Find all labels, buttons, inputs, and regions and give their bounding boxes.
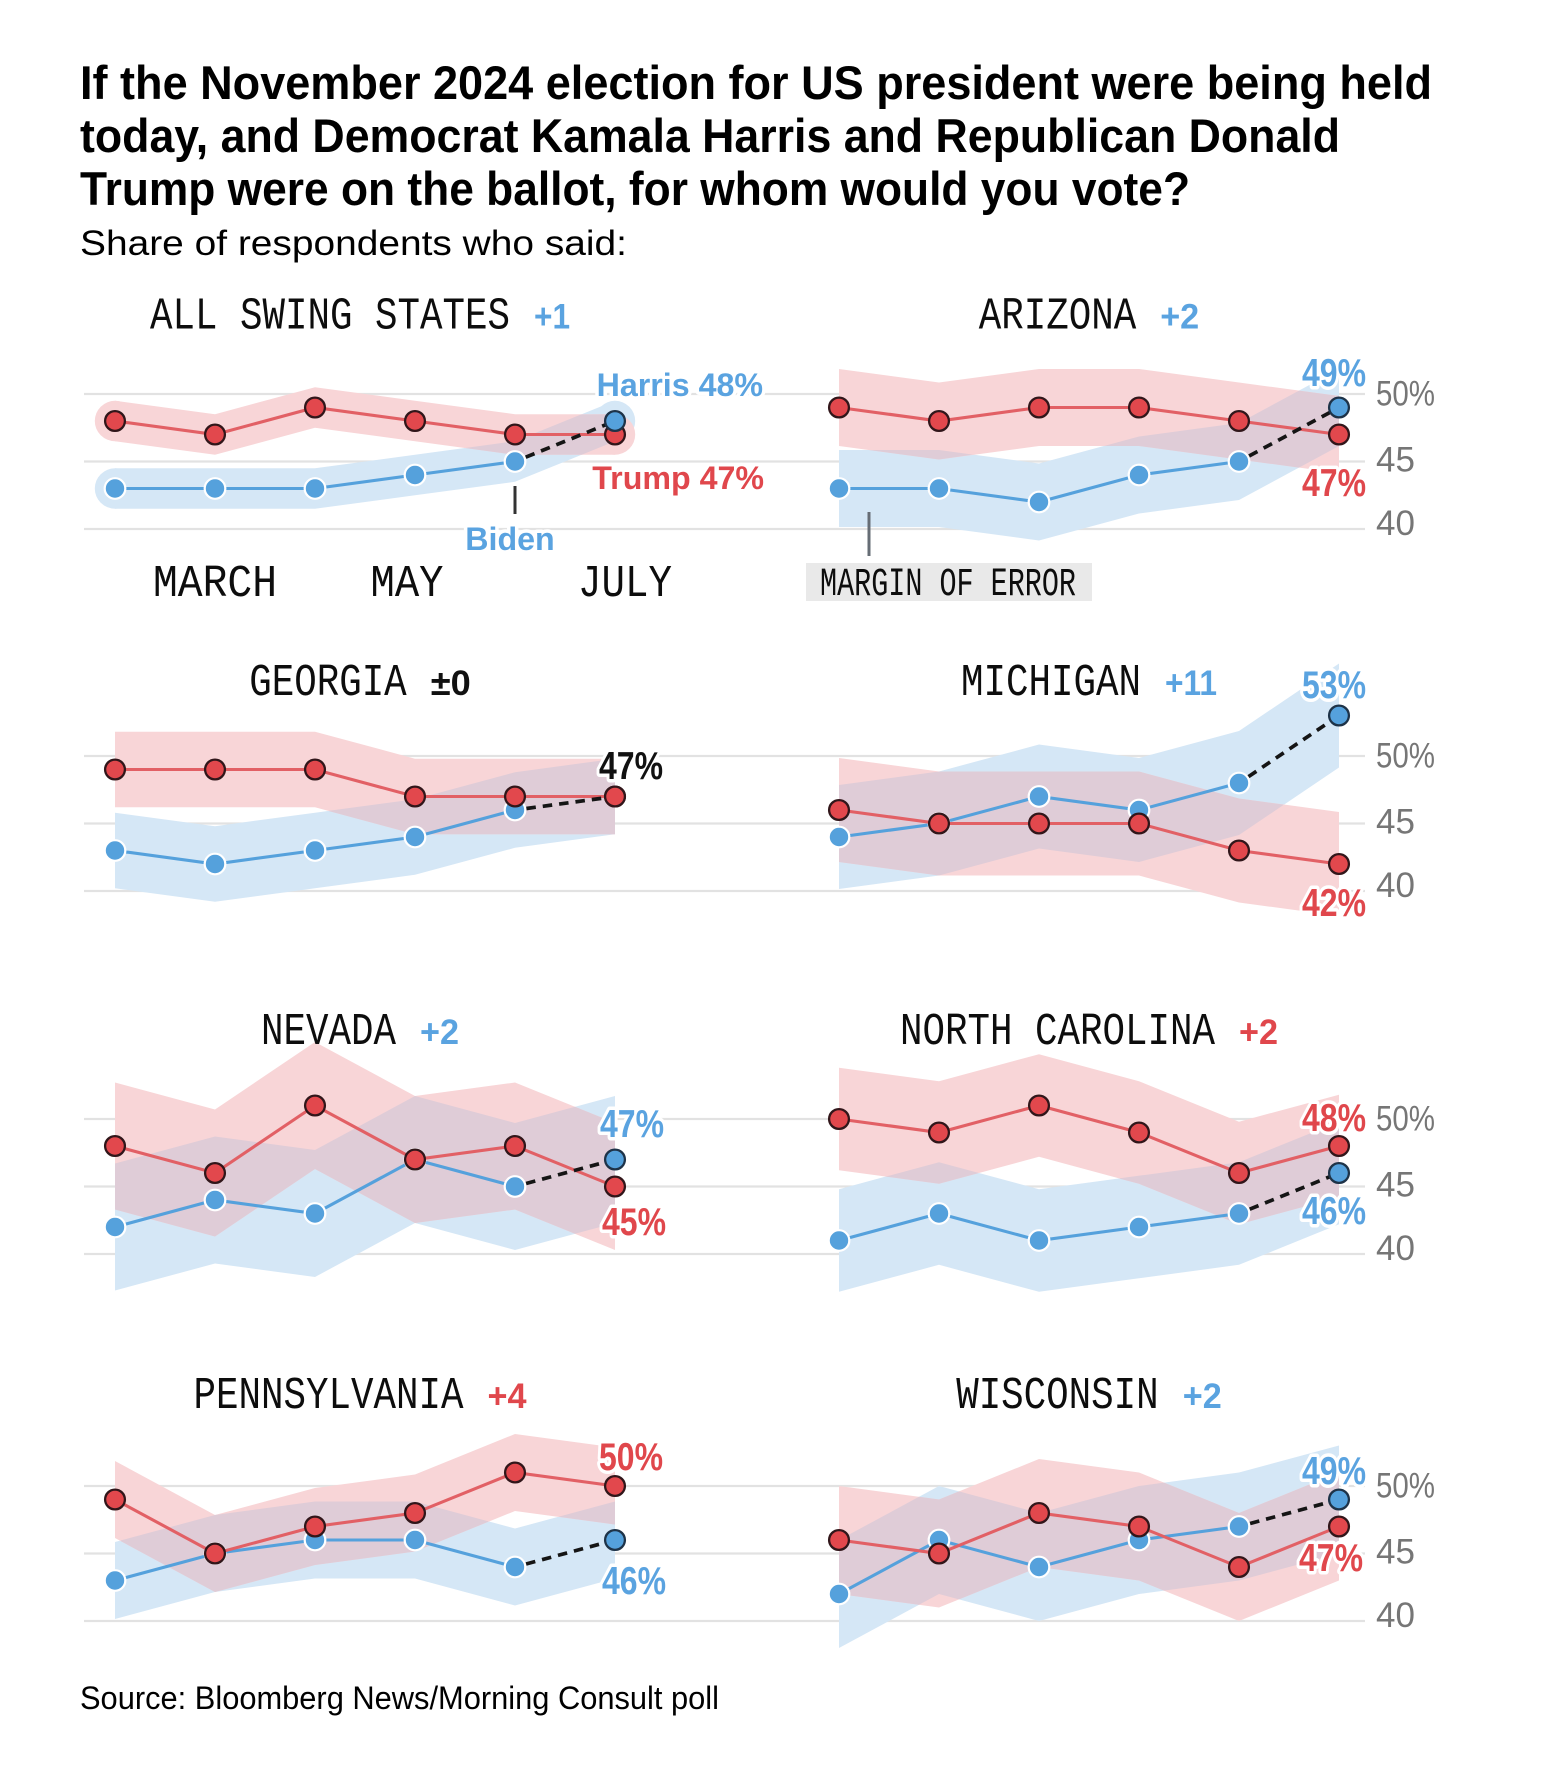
svg-text:47%: 47% (600, 1103, 664, 1146)
svg-text:NEVADA: NEVADA (261, 1006, 397, 1058)
svg-text:MARCH: MARCH (153, 558, 277, 610)
svg-text:50%: 50% (1376, 1467, 1435, 1506)
svg-text:+1: +1 (534, 298, 570, 337)
svg-text:ARIZONA: ARIZONA (979, 291, 1137, 343)
svg-text:40: 40 (1376, 504, 1415, 543)
svg-text:+2: +2 (1183, 1377, 1222, 1416)
svg-text:ALL SWING STATES: ALL SWING STATES (150, 291, 510, 343)
svg-text:Share of respondents who said:: Share of respondents who said: (80, 224, 627, 263)
svg-text:+11: +11 (1165, 664, 1217, 703)
svg-text:49%: 49% (1302, 352, 1366, 395)
svg-text:42%: 42% (1302, 882, 1366, 925)
svg-text:MARGIN OF ERROR: MARGIN OF ERROR (820, 563, 1076, 608)
svg-text:NORTH CAROLINA: NORTH CAROLINA (900, 1006, 1216, 1058)
svg-text:PENNSYLVANIA: PENNSYLVANIA (194, 1370, 465, 1422)
svg-text:Trump were on the ballot, for: Trump were on the ballot, for whom would… (80, 162, 1190, 215)
svg-text:49%: 49% (1302, 1450, 1366, 1493)
svg-text:45%: 45% (602, 1201, 666, 1244)
svg-text:MICHIGAN: MICHIGAN (961, 657, 1141, 709)
svg-text:53%: 53% (1302, 664, 1366, 707)
svg-text:If the November 2024 election: If the November 2024 election for US pre… (80, 56, 1432, 109)
svg-text:±0: ±0 (431, 664, 471, 703)
svg-text:45: 45 (1376, 1166, 1415, 1205)
svg-text:47%: 47% (1299, 1537, 1363, 1580)
svg-text:46%: 46% (1302, 1190, 1366, 1233)
svg-text:40: 40 (1376, 866, 1415, 905)
svg-text:+2: +2 (420, 1013, 459, 1052)
svg-text:JULY: JULY (578, 558, 672, 610)
svg-text:GEORGIA: GEORGIA (249, 657, 407, 709)
svg-text:+2: +2 (1239, 1013, 1278, 1052)
svg-text:50%: 50% (1376, 1100, 1435, 1139)
svg-text:45: 45 (1376, 1533, 1415, 1572)
svg-text:47%: 47% (599, 745, 663, 788)
svg-text:40: 40 (1376, 1596, 1415, 1635)
svg-text:today, and Democrat Kamala Har: today, and Democrat Kamala Harris and Re… (80, 109, 1340, 162)
svg-text:50%: 50% (1376, 375, 1435, 414)
svg-text:+4: +4 (488, 1377, 528, 1416)
svg-text:50%: 50% (599, 1436, 663, 1479)
svg-text:45: 45 (1376, 803, 1415, 842)
svg-text:46%: 46% (602, 1560, 666, 1603)
svg-text:45: 45 (1376, 441, 1415, 480)
svg-text:+2: +2 (1160, 298, 1199, 337)
svg-text:WISCONSIN: WISCONSIN (956, 1370, 1158, 1422)
svg-text:MAY: MAY (371, 558, 444, 610)
svg-text:Trump 47%: Trump 47% (592, 460, 764, 496)
svg-text:50%: 50% (1376, 737, 1435, 776)
svg-text:Source: Bloomberg News/Morning: Source: Bloomberg News/Morning Consult p… (80, 1680, 719, 1716)
svg-text:Harris 48%: Harris 48% (597, 367, 763, 403)
svg-text:40: 40 (1376, 1229, 1415, 1268)
svg-text:Biden: Biden (465, 521, 554, 557)
svg-text:48%: 48% (1302, 1097, 1366, 1140)
svg-text:47%: 47% (1302, 462, 1366, 505)
